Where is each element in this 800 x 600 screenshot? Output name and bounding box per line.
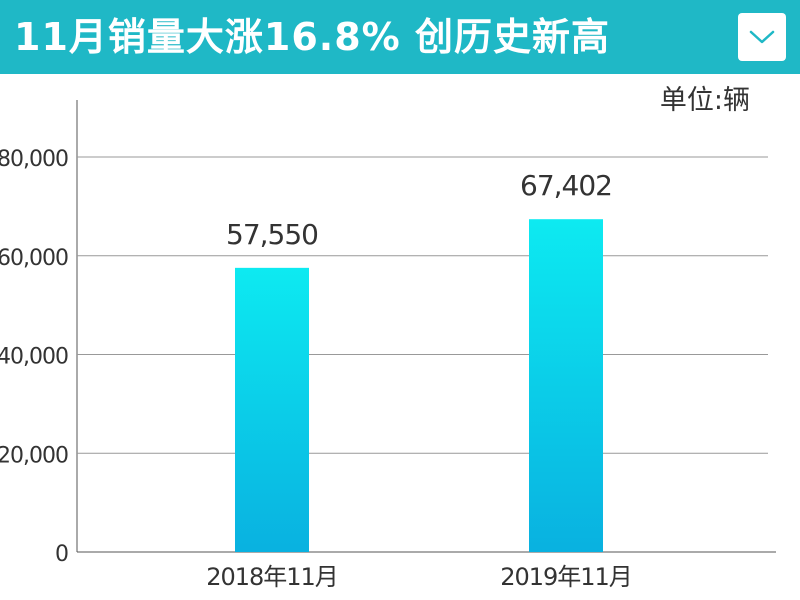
y-tick-label: 40,000 bbox=[0, 345, 68, 370]
y-tick-label: 60,000 bbox=[0, 246, 68, 271]
chevron-down-icon bbox=[749, 30, 775, 44]
data-label: 67,402 bbox=[520, 169, 612, 202]
dropdown-button[interactable] bbox=[738, 13, 786, 61]
y-tick-label: 0 bbox=[55, 542, 68, 567]
data-label: 57,550 bbox=[226, 218, 318, 251]
header-bar: 11月销量大涨16.8% 创历史新高 bbox=[0, 0, 800, 74]
y-tick-label: 80,000 bbox=[0, 147, 68, 172]
x-tick-label: 2019年11月 bbox=[500, 563, 632, 591]
page-title: 11月销量大涨16.8% 创历史新高 bbox=[14, 15, 610, 59]
y-tick-label: 20,000 bbox=[0, 443, 68, 468]
x-tick-label: 2018年11月 bbox=[206, 563, 338, 591]
bar bbox=[235, 267, 309, 552]
unit-label: 单位:辆 bbox=[659, 85, 750, 116]
bar bbox=[529, 219, 603, 552]
